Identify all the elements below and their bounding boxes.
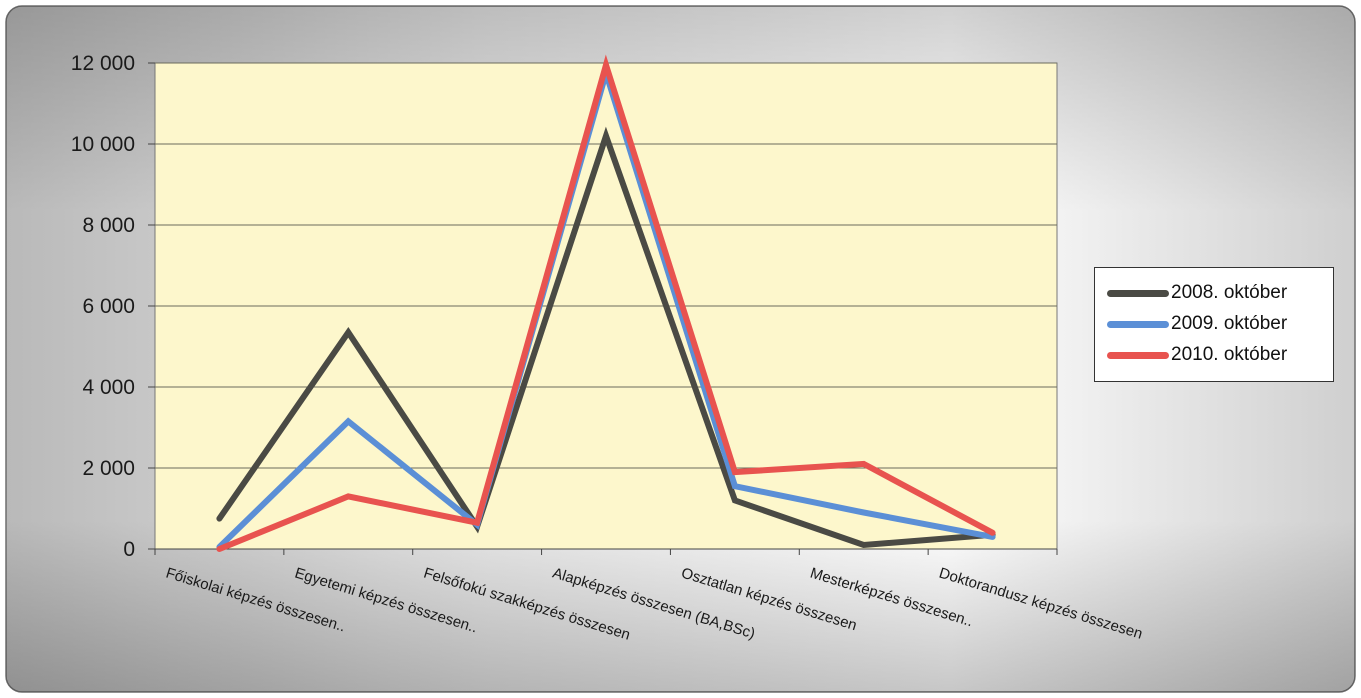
y-axis: 0 2 000 4 000 6 000 8 000 10 000 12 000 — [71, 52, 155, 561]
legend-item: 2009. október — [1107, 309, 1287, 339]
series-line-0 — [216, 126, 996, 549]
legend-item: 2010. október — [1107, 340, 1287, 370]
y-tick-label: 4 000 — [82, 376, 135, 399]
legend-swatch — [1107, 320, 1169, 328]
series-lines — [216, 54, 996, 552]
y-tick-label: 2 000 — [82, 457, 135, 480]
y-tick-label: 10 000 — [71, 133, 135, 156]
y-tick-label: 8 000 — [82, 214, 135, 237]
y-tick-label: 6 000 — [82, 295, 135, 318]
legend-label: 2008. október — [1171, 282, 1288, 303]
y-tick-label: 12 000 — [71, 52, 135, 75]
legend-label: 2009. október — [1171, 313, 1288, 334]
legend: 2008. október 2009. október 2010. október — [1094, 267, 1334, 382]
y-tick-label: 0 — [123, 538, 135, 561]
legend-swatch — [1107, 351, 1169, 359]
series-line-2 — [216, 54, 996, 552]
legend-swatch — [1107, 289, 1169, 297]
legend-item: 2008. október — [1107, 278, 1287, 308]
legend-label: 2010. október — [1171, 344, 1288, 365]
